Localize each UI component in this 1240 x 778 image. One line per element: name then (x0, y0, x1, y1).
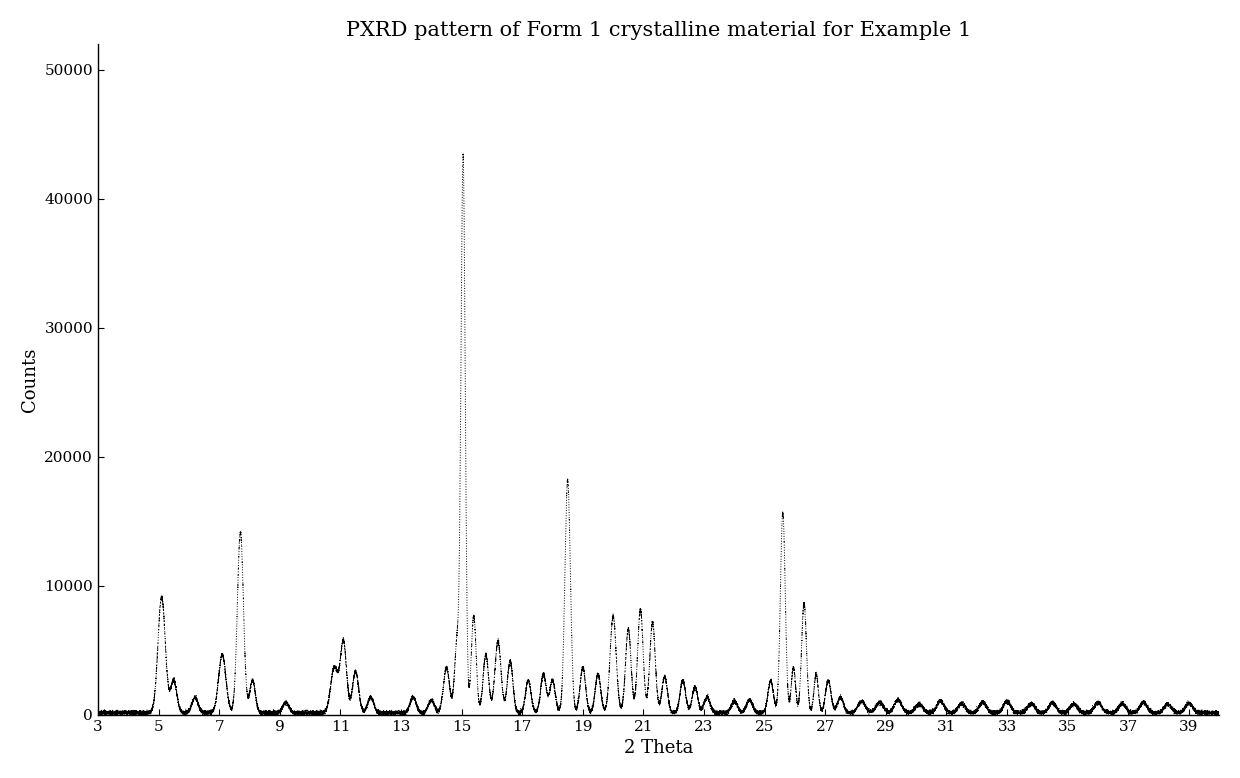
Y-axis label: Counts: Counts (21, 347, 38, 412)
Title: PXRD pattern of Form 1 crystalline material for Example 1: PXRD pattern of Form 1 crystalline mater… (346, 21, 971, 40)
X-axis label: 2 Theta: 2 Theta (624, 739, 693, 757)
